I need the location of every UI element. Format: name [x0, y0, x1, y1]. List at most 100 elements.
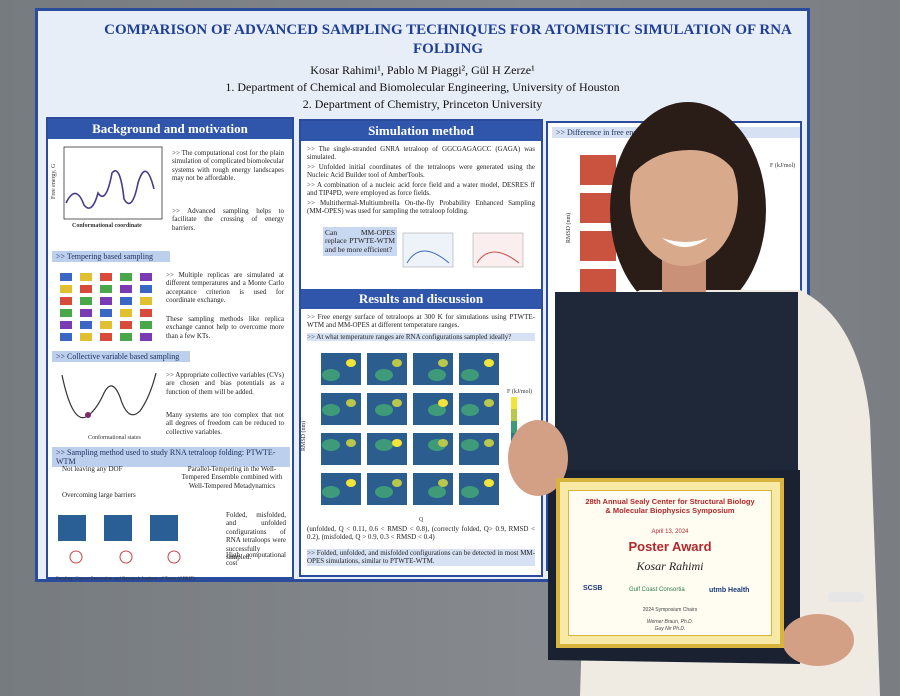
- replica-cell: [80, 321, 92, 329]
- replica-figure: [60, 273, 152, 341]
- certificate-inner: 28th Annual Sealy Center for Structural …: [568, 490, 772, 636]
- heatmap-blob: [322, 439, 340, 451]
- subheading: >> Tempering based sampling: [52, 251, 170, 262]
- section-heading: Simulation method: [301, 121, 541, 141]
- paragraph: >> Multithermal-Multiumbrella On-the-fly…: [307, 199, 535, 216]
- colorbar: [511, 421, 517, 433]
- replica-cell: [120, 285, 132, 293]
- heatmap-blob: [346, 359, 356, 367]
- heatmap-blob: [461, 486, 479, 498]
- poster-column: Simulation method >> The single-stranded…: [299, 119, 543, 577]
- replica-cell: [140, 273, 152, 281]
- replica-cell: [100, 285, 112, 293]
- bullet: Parallel-Tempering in the Well-Tempered …: [181, 465, 283, 490]
- cv-figure: [61, 372, 157, 419]
- heatmap-blob: [375, 404, 393, 416]
- replica-cell: [60, 309, 72, 317]
- paragraph: >> The computational cost for the plain …: [172, 149, 284, 183]
- certificate-event: 28th Annual Sealy Center for Structural …: [585, 497, 755, 515]
- replica-cell: [120, 321, 132, 329]
- heatmap-blob: [346, 479, 356, 487]
- replica-cell: [60, 333, 72, 341]
- replica-cell: [120, 273, 132, 281]
- bullet: Overcoming large barriers: [62, 491, 136, 499]
- replica-cell: [140, 309, 152, 317]
- chair: Guy Nir Ph.D.: [654, 626, 686, 632]
- heatmap-blob: [428, 404, 446, 416]
- paragraph: >> Unfolded initial coordinates of the t…: [307, 163, 535, 180]
- replica-cell: [80, 297, 92, 305]
- replica-cell: [80, 333, 92, 341]
- heatmap-blob: [461, 369, 479, 381]
- hand: [508, 420, 568, 496]
- replica-cell: [80, 273, 92, 281]
- heatmap-grid: [321, 353, 517, 505]
- replica-cell: [100, 273, 112, 281]
- heatmap-blob: [375, 369, 393, 381]
- replica-cell: [60, 321, 72, 329]
- replica-cell: [100, 333, 112, 341]
- heatmap-blob: [438, 479, 448, 487]
- tetraloop-figure: [58, 515, 181, 564]
- funding: Funding: Cancer Prevention and Research …: [56, 577, 195, 582]
- certificate-award: Poster Award: [628, 539, 712, 554]
- replica-cell: [140, 321, 152, 329]
- bullet: Not leaving any DOF: [62, 465, 123, 473]
- replica-cell: [120, 333, 132, 341]
- heatmap-blob: [484, 439, 494, 447]
- paragraph: >> Multiple replicas are simulated at di…: [166, 271, 284, 305]
- paragraph: >> Appropriate collective variables (CVs…: [166, 371, 284, 396]
- bullet: Folded, misfolded, and unfolded configur…: [226, 511, 286, 562]
- section-heading: Results and discussion: [301, 289, 541, 309]
- heatmap-blob: [375, 486, 393, 498]
- bullet: High computational cost: [226, 551, 286, 568]
- replica-cell: [140, 333, 152, 341]
- poster-authors: Kosar Rahimi¹, Pablo M Piaggi², Gül H Ze…: [310, 63, 535, 77]
- hand: [782, 614, 854, 666]
- heatmap-blob: [484, 359, 494, 367]
- heatmap-blob: [322, 369, 340, 381]
- replica-cell: [60, 297, 72, 305]
- poster-column: Background and motivation Free energy, G…: [46, 117, 294, 579]
- paragraph: >> Free energy surface of tetraloops at …: [307, 313, 535, 330]
- replica-cell: [100, 309, 112, 317]
- face: [630, 130, 738, 266]
- replica-cell: [100, 321, 112, 329]
- subheading: >> Sampling method used to study RNA tet…: [52, 447, 290, 467]
- chairs-label: 2024 Symposium Chairs: [642, 607, 698, 613]
- heatmap-blob: [392, 479, 402, 487]
- poster-title: COMPARISON OF ADVANCED SAMPLING TECHNIQU…: [104, 22, 792, 57]
- heatmap-blob: [392, 439, 402, 447]
- paragraph: >> The single-stranded GNRA tetraloop of…: [307, 145, 535, 162]
- replica-cell: [80, 309, 92, 317]
- replica-cell: [120, 297, 132, 305]
- paragraph: >> At what temperature ranges are RNA co…: [307, 333, 535, 342]
- caption: (unfolded, Q < 0.11, 0.6 < RMSD < 0.8), …: [307, 525, 535, 542]
- axis-label: Conformational coordinate: [72, 223, 142, 229]
- axis-label: Conformational states: [88, 435, 141, 441]
- heatmap-blob: [428, 369, 446, 381]
- paragraph: These sampling methods like replica exch…: [166, 315, 284, 340]
- heatmap-blob: [438, 359, 448, 367]
- paragraph: >> Folded, unfolded, and misfolded confi…: [307, 549, 535, 566]
- axis-label: Q: [419, 517, 424, 523]
- heatmap-blob: [322, 486, 340, 498]
- replica-cell: [140, 297, 152, 305]
- heatmap-blob: [392, 399, 402, 407]
- callout: Can MM-OPES replace PTWTE-WTM and be mor…: [323, 227, 397, 257]
- certificate-date: April 13, 2024: [651, 529, 689, 535]
- heatmap-blob: [484, 399, 494, 407]
- certificate-recipient: Kosar Rahimi: [636, 559, 704, 573]
- section-heading: Background and motivation: [48, 119, 292, 139]
- colorbar-label: F (kJ/mol): [770, 163, 796, 169]
- paragraph: Many systems are too complex that not al…: [166, 411, 284, 436]
- heatmap-blob: [375, 439, 393, 451]
- heatmap-blob: [346, 439, 356, 447]
- colorbar: [511, 397, 517, 409]
- chair: Werner Braun, Ph.D.: [646, 619, 694, 625]
- heatmap-blob: [392, 359, 402, 367]
- method-figure: [402, 232, 524, 268]
- replica-cell: [80, 285, 92, 293]
- colorbar: [511, 409, 517, 421]
